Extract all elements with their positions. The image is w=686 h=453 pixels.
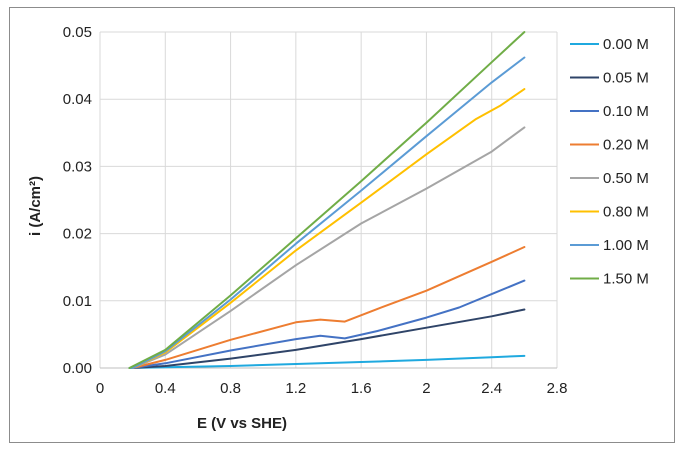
x-tick-label: 1.2 [285,380,306,397]
x-axis-ticks: 0 0.4 0.8 1.2 1.6 2 2.4 2.8 [96,380,568,397]
legend-label: 0.50 M [603,170,649,187]
legend-label: 0.05 M [603,70,649,87]
series-line-0-05-m [131,308,526,369]
legend-label: 0.10 M [603,103,649,120]
x-tick-label: 0.8 [220,380,241,397]
series-line-1-00-m [131,56,526,369]
legend-label: 0.20 M [603,137,649,154]
y-tick-label: 0.00 [63,360,92,377]
grid-lines [99,31,558,369]
y-tick-label: 0.02 [63,226,92,243]
series-lines [128,31,526,369]
y-tick-label: 0.05 [63,24,92,41]
y-tick-label: 0.04 [63,91,92,108]
chart-frame: 0 0.4 0.8 1.2 1.6 2 2.4 2.8 0.00 0.01 0.02 0.03 0.0… [9,7,675,443]
series-line-0-80-m [131,88,526,369]
x-tick-label: 2 [422,380,430,397]
y-tick-label: 0.01 [63,293,92,310]
line-chart: 0 0.4 0.8 1.2 1.6 2 2.4 2.8 0.000.010.020.030.0… [27,24,649,432]
series-line-0-00-m [128,354,526,369]
x-axis-title: E (V vs SHE) [197,415,287,432]
series-line-1-50-m [128,31,526,369]
x-tick-label: 0.4 [155,380,176,397]
series-line-0-10-m [131,279,526,369]
legend-label: 0.00 M [603,36,649,53]
x-tick-label: 2.8 [547,380,568,397]
legend: 0.00 M 0.05 M 0.10 M 0.20 M 0.50 M 0.80 M 1.00… [570,36,649,288]
legend-label: 1.50 M [603,271,649,288]
y-axis-ticks: 0.00 0.01 0.02 0.03 0.04 0.05 [63,24,92,377]
legend-label: 1.00 M [603,237,649,254]
y-axis-title: i (A/cm²) [27,176,44,236]
legend-label: 0.80 M [603,204,649,221]
x-tick-label: 0 [96,380,104,397]
series-line-0-20-m [131,246,526,369]
x-tick-label: 2.4 [481,380,502,397]
y-tick-label: 0.03 [63,158,92,175]
x-tick-label: 1.6 [351,380,372,397]
series-line-0-50-m [131,126,526,369]
